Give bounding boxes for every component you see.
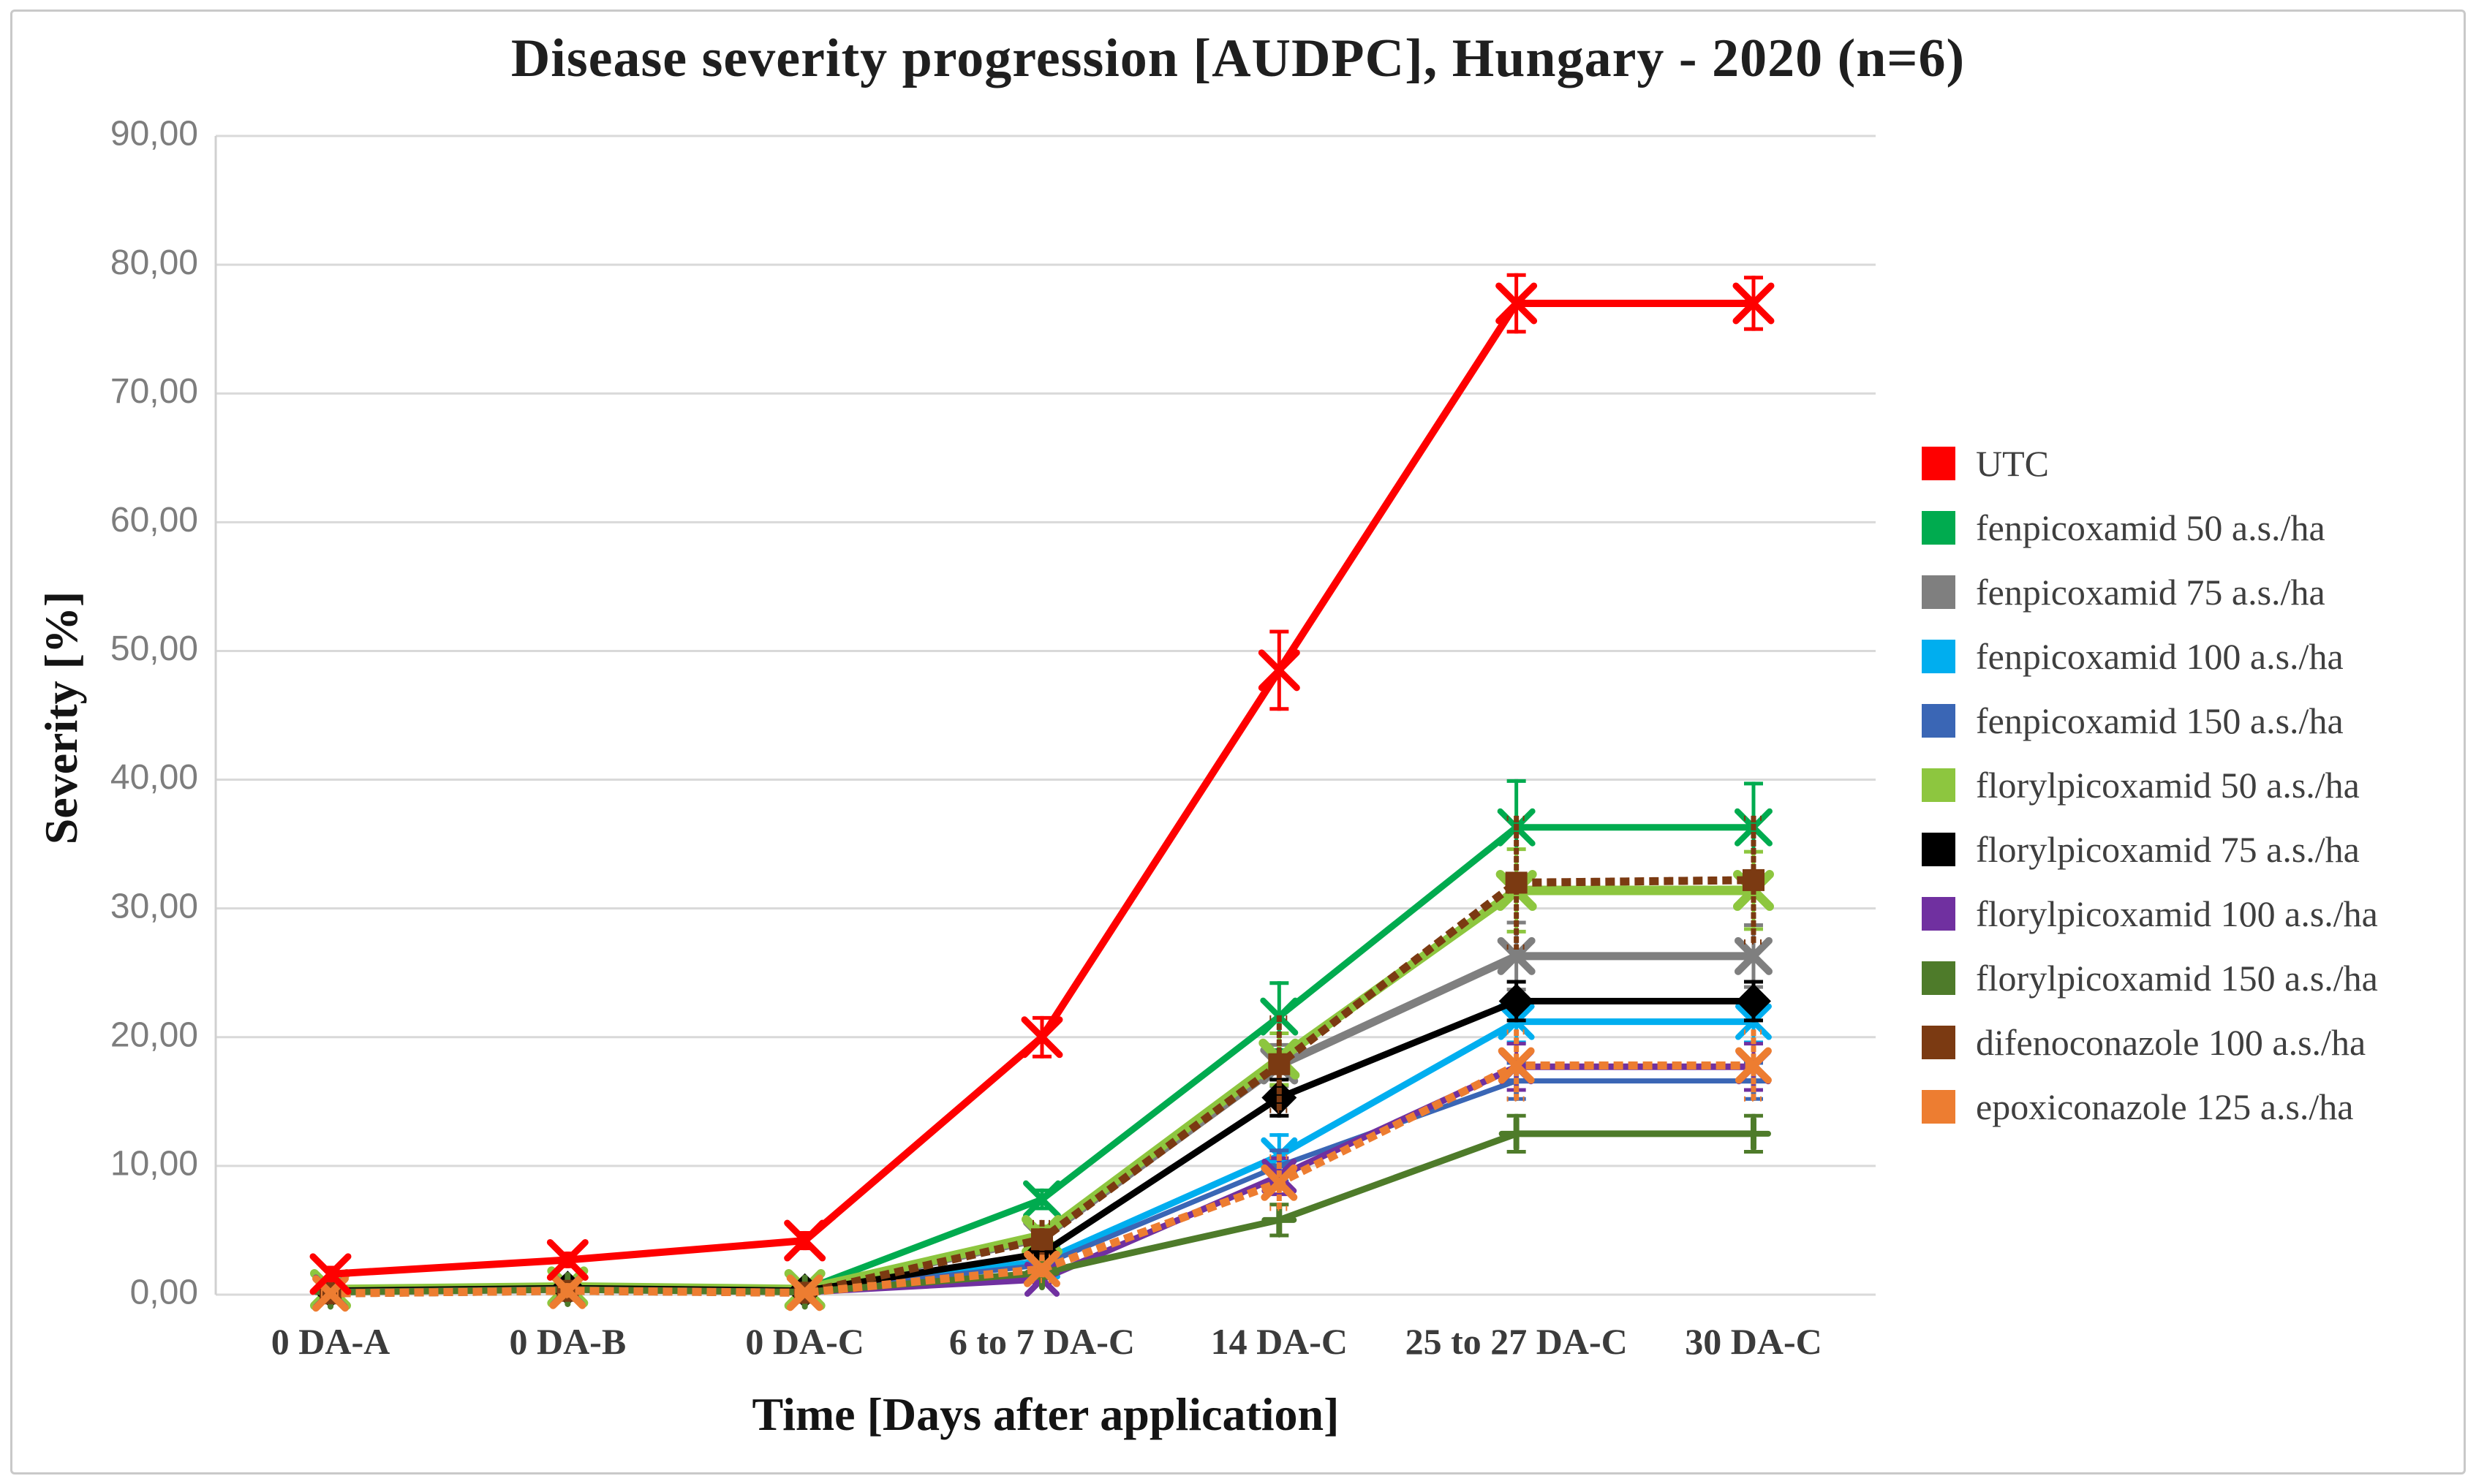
legend-item: fenpicoxamid 100 a.s./ha — [1922, 636, 2378, 677]
legend: UTC fenpicoxamid 50 a.s./ha fenpicoxamid 7… — [1922, 443, 2378, 1127]
x-tick-label: 30 DA-C — [1685, 1321, 1822, 1362]
marker-x — [549, 1272, 586, 1309]
legend-label: fenpicoxamid 75 a.s./ha — [1976, 572, 2325, 613]
marker-x — [309, 1253, 352, 1295]
marker-x — [1732, 282, 1775, 325]
marker-x — [1021, 1016, 1063, 1059]
legend-item: fenpicoxamid 150 a.s./ha — [1922, 700, 2378, 741]
legend-label: UTC — [1976, 443, 2049, 484]
legend-swatch-icon — [1922, 575, 1955, 609]
legend-label: difenoconazole 100 a.s./ha — [1976, 1022, 2366, 1063]
y-tick-label: 50,00 — [110, 629, 198, 668]
x-tick-label: 25 to 27 DA-C — [1405, 1321, 1628, 1362]
y-tick-label: 10,00 — [110, 1145, 198, 1184]
legend-item: difenoconazole 100 a.s./ha — [1922, 1022, 2378, 1063]
marker-diamond — [1498, 983, 1534, 1019]
legend-swatch-icon — [1922, 640, 1955, 673]
legend-swatch-icon — [1922, 704, 1955, 738]
marker-x — [1023, 1250, 1060, 1287]
legend-swatch-icon — [1922, 1026, 1955, 1059]
y-tick-label: 90,00 — [110, 115, 198, 154]
legend-label: fenpicoxamid 50 a.s./ha — [1976, 507, 2325, 548]
marker-square — [1742, 868, 1764, 891]
y-tick-label: 70,00 — [110, 372, 198, 411]
legend-item: florylpicoxamid 75 a.s./ha — [1922, 829, 2378, 870]
legend-label: florylpicoxamid 150 a.s./ha — [1976, 958, 2378, 999]
legend-swatch-icon — [1922, 768, 1955, 802]
y-tick-label: 0,00 — [130, 1273, 198, 1312]
marker-x — [1498, 1047, 1535, 1084]
marker-x — [1495, 282, 1538, 325]
marker-x — [1497, 936, 1536, 975]
x-tick-label: 0 DA-B — [509, 1321, 626, 1362]
marker-x — [786, 1274, 823, 1311]
x-tick-label: 6 to 7 DA-C — [949, 1321, 1135, 1362]
chart-title: Disease severity progression [AUDPC], Hu… — [510, 29, 1966, 88]
marker-x — [784, 1219, 826, 1262]
legend-swatch-icon — [1922, 511, 1955, 545]
legend-label: florylpicoxamid 75 a.s./ha — [1976, 829, 2360, 870]
legend-swatch-icon — [1922, 1090, 1955, 1124]
marker-x — [1734, 936, 1773, 975]
legend-item: UTC — [1922, 443, 2378, 484]
marker-square — [1268, 1053, 1291, 1075]
legend-label: epoxiconazole 125 a.s./ha — [1976, 1086, 2354, 1127]
legend-label: fenpicoxamid 100 a.s./ha — [1976, 636, 2344, 677]
marker-x — [1258, 649, 1300, 692]
legend-item: epoxiconazole 125 a.s./ha — [1922, 1086, 2378, 1127]
legend-label: florylpicoxamid 100 a.s./ha — [1976, 893, 2378, 934]
series-line-UTC — [327, 299, 1757, 1278]
legend-item: florylpicoxamid 50 a.s./ha — [1922, 765, 2378, 806]
marker-plus — [1735, 1116, 1771, 1151]
marker-diamond — [1735, 983, 1771, 1019]
legend-label: florylpicoxamid 50 a.s./ha — [1976, 765, 2360, 806]
legend-swatch-icon — [1922, 961, 1955, 995]
legend-item: florylpicoxamid 150 a.s./ha — [1922, 958, 2378, 999]
x-tick-label: 14 DA-C — [1211, 1321, 1348, 1362]
legend-item: florylpicoxamid 100 a.s./ha — [1922, 893, 2378, 934]
x-axis-title: Time [Days after application] — [752, 1388, 1340, 1440]
y-axis-title: Severity [%] — [35, 591, 87, 845]
marker-x — [1735, 1047, 1772, 1084]
y-tick-label: 30,00 — [110, 887, 198, 925]
y-tick-label: 60,00 — [110, 501, 198, 540]
x-tick-label: 0 DA-A — [271, 1321, 390, 1362]
y-tick-label: 80,00 — [110, 243, 198, 282]
marker-square — [1030, 1228, 1053, 1251]
legend-swatch-icon — [1922, 447, 1955, 480]
marker-x — [546, 1238, 589, 1281]
legend-swatch-icon — [1922, 833, 1955, 866]
legend-swatch-icon — [1922, 897, 1955, 931]
legend-item: fenpicoxamid 75 a.s./ha — [1922, 572, 2378, 613]
x-tick-label: 0 DA-C — [745, 1321, 864, 1362]
y-tick-label: 20,00 — [110, 1015, 198, 1054]
y-tick-label: 40,00 — [110, 758, 198, 797]
marker-x — [1261, 1164, 1298, 1201]
marker-x — [1022, 1180, 1061, 1219]
marker-plus — [1498, 1116, 1534, 1151]
legend-item: fenpicoxamid 50 a.s./ha — [1922, 507, 2378, 548]
legend-label: fenpicoxamid 150 a.s./ha — [1976, 700, 2344, 741]
marker-square — [1505, 871, 1528, 894]
